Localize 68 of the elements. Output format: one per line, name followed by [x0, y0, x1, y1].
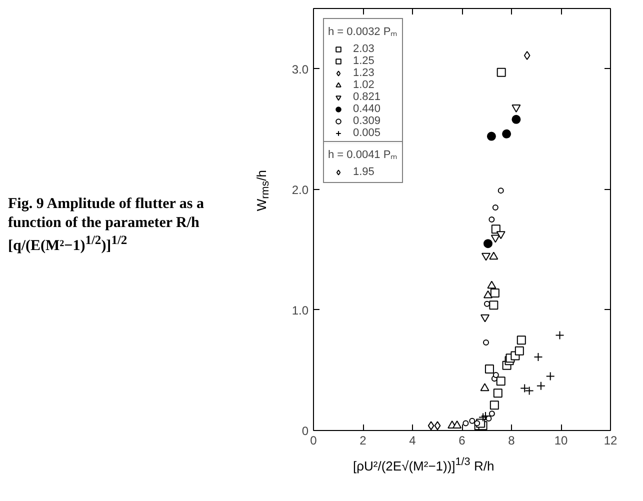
- y-tick-label: 0: [302, 424, 309, 438]
- point: [555, 330, 564, 340]
- point: [480, 314, 490, 322]
- point: [534, 352, 543, 362]
- point: [489, 300, 498, 310]
- legend-label: 0.440: [353, 103, 381, 115]
- point: [452, 420, 462, 428]
- point: [546, 372, 555, 381]
- legend-label: 1.95: [353, 166, 374, 178]
- y-tick-label: 2.0: [292, 182, 309, 197]
- point: [498, 188, 504, 194]
- point: [462, 420, 469, 426]
- point: [516, 336, 526, 345]
- point: [428, 421, 434, 430]
- point: [483, 339, 490, 346]
- point: [502, 129, 512, 138]
- point: [486, 132, 496, 141]
- point: [524, 386, 534, 396]
- point: [536, 381, 546, 390]
- point: [512, 114, 521, 124]
- point: [496, 231, 506, 240]
- point: [490, 288, 500, 298]
- point: [483, 239, 492, 248]
- legend-label: 0.005: [353, 127, 381, 139]
- text: h = 0.0041 Pₘ: [328, 149, 398, 161]
- x-tick-label: 2: [360, 434, 367, 448]
- y-tick-label: 3.0: [292, 62, 309, 76]
- point: [492, 372, 499, 378]
- point: [469, 418, 476, 424]
- legend-label: 2.03: [353, 43, 374, 55]
- x-tick-label: 4: [409, 434, 416, 448]
- x-tick-label: 6: [458, 434, 466, 448]
- point: [474, 420, 480, 426]
- point: [496, 68, 506, 77]
- point: [484, 300, 490, 307]
- point: [487, 280, 496, 289]
- point: [488, 410, 495, 417]
- legend-label: 0.821: [353, 91, 381, 103]
- point: [489, 252, 498, 260]
- point: [520, 384, 530, 393]
- point: [434, 421, 441, 430]
- point: [480, 383, 490, 392]
- text: h = 0.0032 Pₘ: [328, 26, 398, 38]
- point: [493, 388, 502, 398]
- point: [490, 400, 499, 410]
- point: [492, 204, 498, 210]
- legend-label: 0.309: [353, 115, 381, 127]
- legend-label: 1.25: [353, 55, 374, 67]
- point: [484, 364, 494, 374]
- point: [482, 252, 491, 261]
- legend-label: 1.02: [353, 79, 374, 91]
- point: [481, 412, 490, 421]
- point: [514, 346, 524, 356]
- legend-label: 1.23: [353, 67, 374, 79]
- x-tick-label: 0: [310, 434, 318, 448]
- point: [478, 412, 488, 422]
- point: [496, 376, 506, 386]
- x-tick-label: 12: [604, 434, 618, 448]
- x-tick-label: 8: [508, 434, 516, 448]
- caption: Fig. 9 Amplitude of flutter as a function of the parameter R/h [q/(E(M²−1)$^{1/2}$)]$^{1/2}$: [8, 195, 205, 256]
- point: [483, 290, 492, 298]
- y-tick-label: 1.0: [292, 303, 309, 318]
- point: [488, 216, 495, 222]
- point: [524, 51, 530, 60]
- point: [490, 234, 500, 243]
- x-tick-label: 10: [554, 434, 568, 448]
- x-axis-title: [ρU²/(2E√(M²−1))]$^{1/3}$ R/h: [353, 455, 494, 476]
- point: [512, 104, 521, 112]
